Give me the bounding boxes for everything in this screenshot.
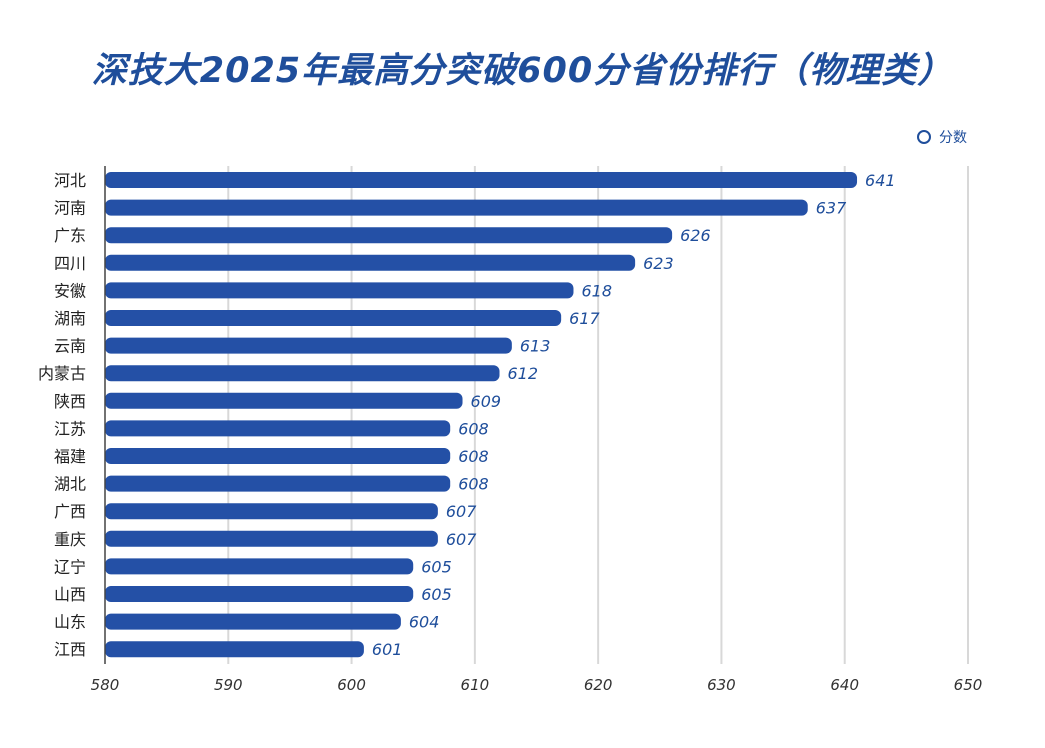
category-label: 湖北	[54, 475, 86, 494]
category-label: 辽宁	[54, 557, 86, 576]
x-tick-label: 580	[91, 676, 120, 694]
x-tick-label: 590	[214, 676, 243, 694]
bar	[105, 503, 438, 520]
value-label: 607	[446, 502, 477, 521]
value-label: 608	[458, 475, 489, 494]
bar	[105, 558, 414, 575]
chart-legend: 分数	[917, 127, 967, 147]
value-label: 604	[409, 613, 440, 632]
category-label: 陕西	[54, 392, 86, 411]
value-label: 637	[816, 199, 847, 218]
bar	[105, 475, 451, 492]
grid-lines	[227, 166, 969, 664]
bars	[105, 172, 858, 658]
x-tick-label: 650	[954, 676, 983, 694]
bar	[105, 530, 438, 547]
category-label: 河南	[54, 199, 86, 218]
category-label: 广东	[54, 226, 86, 245]
value-label: 617	[569, 309, 600, 328]
bar	[105, 420, 451, 437]
bar	[105, 199, 808, 216]
bar	[105, 448, 451, 464]
value-label: 613	[520, 337, 551, 356]
value-label: 605	[421, 585, 452, 604]
chart-title: 深技大2025年最高分突破600分省份排行（物理类）	[91, 51, 954, 91]
x-tick-label: 640	[830, 676, 859, 694]
bar	[105, 337, 512, 354]
value-label: 623	[643, 254, 674, 273]
value-label: 605	[421, 557, 452, 576]
category-label: 江西	[54, 640, 86, 659]
category-label: 四川	[54, 254, 86, 273]
x-tick-label: 600	[337, 676, 366, 694]
category-label: 山东	[54, 613, 86, 632]
category-label: 山西	[54, 585, 86, 604]
category-label: 江苏	[54, 419, 86, 438]
bar	[105, 282, 574, 299]
category-label: 安徽	[54, 281, 86, 300]
category-label: 云南	[54, 337, 86, 356]
bar	[105, 172, 858, 188]
bar	[105, 641, 364, 658]
bar	[105, 613, 401, 630]
legend-label: 分数	[939, 130, 967, 146]
bar	[105, 227, 673, 244]
bar	[105, 254, 636, 271]
value-label: 609	[471, 392, 502, 411]
bar	[105, 392, 463, 409]
value-label: 626	[680, 226, 711, 245]
x-axis-ticks: 580 590 600 610 620 630 640 650	[91, 676, 983, 694]
bar	[105, 310, 562, 326]
x-tick-label: 610	[461, 676, 490, 694]
value-label: 607	[446, 530, 477, 549]
value-label: 641	[865, 171, 896, 190]
value-label: 618	[581, 281, 612, 300]
legend-marker-icon	[917, 130, 931, 144]
x-tick-label: 630	[707, 676, 736, 694]
category-label: 河北	[54, 171, 86, 190]
category-label: 福建	[54, 447, 86, 466]
category-label: 广西	[54, 502, 86, 521]
value-label: 612	[508, 364, 539, 383]
labels: 河北 641 河南 637 广东 626 四川 623 安徽 618 湖南 617 云南 613 内蒙古 61…	[38, 171, 896, 659]
bar	[105, 586, 414, 602]
category-label: 湖南	[54, 309, 86, 328]
x-tick-label: 620	[584, 676, 613, 694]
value-label: 601	[372, 640, 403, 659]
value-label: 608	[458, 419, 489, 438]
bar	[105, 365, 500, 382]
value-label: 608	[458, 447, 489, 466]
category-label: 内蒙古	[38, 364, 86, 383]
category-label: 重庆	[54, 530, 86, 549]
